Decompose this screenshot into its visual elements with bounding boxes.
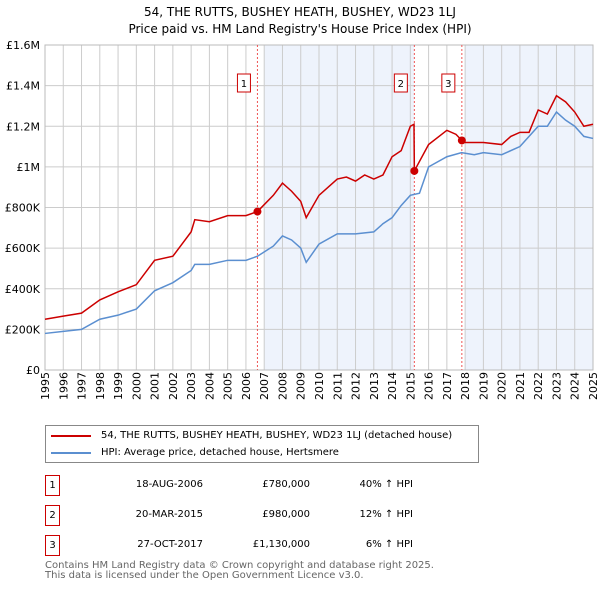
sale-label: 3 (445, 79, 451, 90)
legend-item-hpi: HPI: Average price, detached house, Hert… (51, 447, 339, 458)
x-tick-label: 2014 (386, 372, 399, 400)
y-tick-label: £1M (17, 161, 41, 174)
x-tick-label: 2006 (240, 372, 253, 400)
x-tick-label: 2012 (350, 372, 363, 400)
footer-line: Contains HM Land Registry data © Crown c… (45, 560, 434, 571)
sale-row: 3 27-OCT-2017 £1,130,000 6% ↑ HPI (45, 535, 465, 556)
sale-price: £980,000 (262, 509, 310, 520)
footer-line: This data is licensed under the Open Gov… (45, 570, 364, 581)
sale-date: 27-OCT-2017 (137, 539, 203, 550)
y-tick-label: £1.6M (6, 39, 40, 52)
y-tick-label: £400K (5, 283, 41, 296)
price-chart: 1995 1996 1997 1998 1999 2000 2001 2002 2003 2004… (5, 39, 600, 400)
sale-hpi-change: 6% ↑ HPI (365, 539, 413, 550)
y-tick-label: £800K (5, 202, 41, 215)
x-tick-label: 1997 (76, 372, 89, 400)
sale-hpi-change: 12% ↑ HPI (359, 509, 413, 520)
x-tick-label: 2025 (587, 372, 600, 400)
x-tick-label: 2004 (203, 372, 216, 400)
x-tick-label: 2001 (149, 372, 162, 400)
x-tick-label: 1995 (39, 372, 52, 400)
x-tick-label: 2013 (368, 372, 381, 400)
x-tick-label: 2018 (459, 372, 472, 400)
subtitle: Price paid vs. HM Land Registry's House … (128, 22, 472, 36)
sale-label: 1 (241, 79, 247, 90)
x-tick-label: 2007 (258, 372, 271, 400)
sale-price: £780,000 (262, 479, 310, 490)
legend: 54, THE RUTTS, BUSHEY HEATH, BUSHEY, WD2… (45, 425, 479, 463)
legend-label: 54, THE RUTTS, BUSHEY HEATH, BUSHEY, WD2… (101, 430, 453, 441)
x-tick-label: 2019 (477, 372, 490, 400)
x-tick-label: 2022 (532, 372, 545, 400)
y-tick-label: £1.2M (6, 120, 40, 133)
sale-number: 3 (45, 535, 60, 556)
series-line (44, 110, 594, 335)
x-tick-label: 2015 (404, 372, 417, 400)
property-swatch (51, 434, 91, 437)
chart-title: 54, THE RUTTS, BUSHEY HEATH, BUSHEY, WD2… (0, 4, 600, 38)
x-tick-label: 2005 (222, 372, 235, 400)
x-tick-label: 1999 (112, 372, 125, 400)
x-tick-label: 2010 (313, 372, 326, 400)
x-tick-label: 2008 (276, 372, 289, 400)
x-tick-label: 2023 (550, 372, 563, 400)
y-tick-label: £0 (26, 364, 40, 377)
hpi-swatch (51, 451, 91, 454)
x-tick-label: 1998 (94, 372, 107, 400)
x-tick-label: 2003 (185, 372, 198, 400)
sale-number: 2 (45, 505, 60, 526)
sale-label-box (393, 73, 408, 93)
x-tick-label: 2020 (496, 372, 509, 400)
sale-number: 1 (45, 475, 60, 496)
legend-item-property: 54, THE RUTTS, BUSHEY HEATH, BUSHEY, WD2… (51, 430, 452, 441)
y-tick-label: £1.4M (6, 80, 40, 93)
x-tick-label: 2011 (331, 372, 344, 400)
plot-frame (44, 44, 594, 371)
sale-point (457, 136, 466, 145)
sale-price: £1,130,000 (252, 539, 310, 550)
x-tick-label: 2021 (514, 372, 527, 400)
x-tick-label: 2024 (569, 372, 582, 400)
sale-row: 2 20-MAR-2015 £980,000 12% ↑ HPI (45, 505, 465, 526)
legend-label: HPI: Average price, detached house, Hert… (101, 447, 339, 458)
sale-label: 2 (398, 79, 404, 90)
x-tick-label: 1996 (57, 372, 70, 400)
sale-label-box (236, 73, 251, 93)
x-tick-label: 2000 (130, 372, 143, 400)
sale-date: 20-MAR-2015 (135, 509, 203, 520)
sale-point (410, 166, 419, 175)
sale-date: 18-AUG-2006 (135, 479, 203, 490)
x-tick-label: 2017 (441, 372, 454, 400)
sale-label-box (441, 73, 456, 93)
sale-row: 1 18-AUG-2006 £780,000 40% ↑ HPI (45, 475, 465, 496)
series-line (44, 94, 594, 320)
x-tick-label: 2016 (423, 372, 436, 400)
sale-hpi-change: 40% ↑ HPI (359, 479, 413, 490)
footer: Contains HM Land Registry data © Crown c… (45, 561, 434, 581)
title: 54, THE RUTTS, BUSHEY HEATH, BUSHEY, WD2… (144, 5, 456, 19)
y-tick-label: £200K (5, 323, 41, 336)
y-tick-label: £600K (5, 242, 41, 255)
x-tick-label: 2002 (167, 372, 180, 400)
sale-point (253, 207, 262, 216)
x-tick-label: 2009 (295, 372, 308, 400)
